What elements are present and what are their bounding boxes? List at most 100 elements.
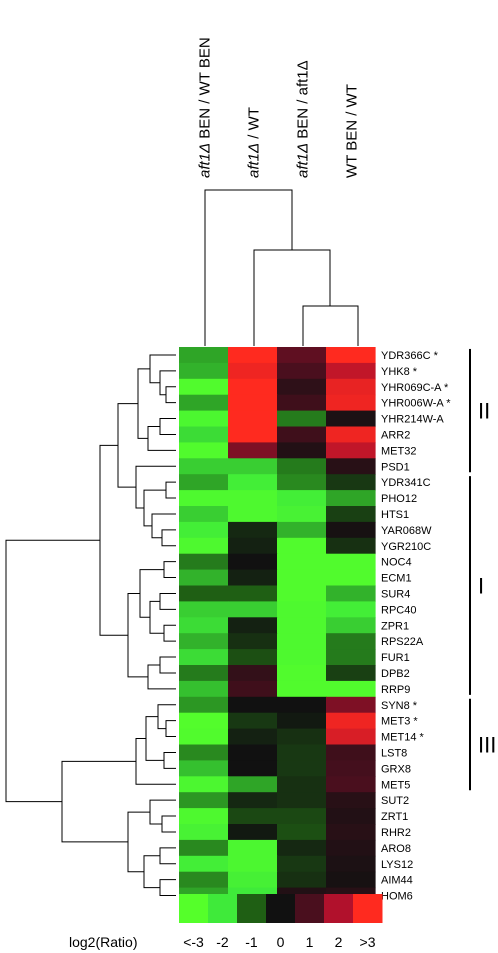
heatmap-cell: [228, 537, 278, 555]
heatmap-cell: [179, 649, 229, 666]
heatmap-cell: [228, 696, 278, 714]
column-label: aft1Δ BEN / WT BEN: [197, 37, 214, 178]
row-dendrogram-branch: [159, 656, 176, 674]
heatmap-cell: [277, 808, 327, 825]
heatmap-cell: [326, 410, 376, 428]
heatmap-cell: [277, 728, 327, 746]
heatmap-cell: [179, 410, 229, 428]
heatmap-cell: [179, 458, 229, 475]
row-label: FUR1: [381, 652, 410, 664]
row-label: GRX8: [381, 763, 411, 775]
row-label: YHR006W-A *: [381, 398, 451, 410]
row-dendrogram-branch: [159, 592, 176, 610]
heatmap-cell: [277, 601, 327, 618]
heatmap-cell: [326, 744, 376, 761]
legend-swatch: [237, 894, 267, 923]
row-label: DPB2: [381, 668, 410, 680]
row-dendrogram-branch: [149, 354, 176, 384]
heatmap-cell: [277, 744, 327, 761]
heatmap-cell: [277, 490, 327, 507]
row-dendrogram-branch: [151, 513, 176, 539]
heatmap-cell: [179, 855, 229, 873]
row-dendrogram-branch: [147, 426, 176, 451]
row-label: ZRT1: [381, 811, 408, 823]
heatmap-cell: [228, 569, 278, 587]
row-label: RPS22A: [381, 636, 424, 648]
color-scale-legend: log2(Ratio) <-3 -2 -1 0 1 2 >3: [69, 894, 383, 950]
heatmap-cell: [228, 378, 278, 396]
heatmap-cell: [228, 839, 278, 857]
heatmap-cell: [179, 378, 229, 396]
column-dendrogram-branch: [253, 249, 331, 346]
row-label: LYS12: [381, 859, 413, 871]
heatmap-cell: [228, 442, 278, 459]
cluster-label: II: [478, 399, 490, 424]
row-dendrogram-branch: [165, 386, 176, 404]
row-dendrogram-branch: [147, 664, 176, 690]
heatmap-cell: [228, 506, 278, 523]
row-label: LST8: [381, 747, 407, 759]
heatmap-cell: [277, 633, 327, 650]
row-dendrogram-branch: [149, 799, 176, 825]
row-label: YAR068W: [381, 525, 432, 537]
heatmap-cell: [228, 712, 278, 730]
heatmap-cell: [179, 474, 229, 491]
heatmap-cell: [326, 521, 376, 539]
heatmap-cell: [179, 728, 229, 746]
heatmap-cell: [179, 347, 229, 364]
row-label: RPC40: [381, 604, 416, 616]
row-dendrogram-branch: [5, 539, 100, 803]
column-label: aft1Δ / WT: [246, 107, 263, 178]
heatmap-cell: [326, 680, 376, 698]
legend-tick-label: 2: [335, 934, 343, 950]
heatmap-cell: [179, 776, 229, 793]
legend-swatch: [324, 894, 354, 923]
heatmap-cell: [228, 760, 278, 777]
heatmap-cell: [326, 585, 376, 602]
row-dendrogram-branch: [163, 751, 176, 769]
heatmap-cell: [228, 410, 278, 428]
row-label: SUR4: [381, 588, 410, 600]
row-label: YDR366C *: [381, 350, 439, 362]
row-label: ZPR1: [381, 620, 409, 632]
heatmap-cell: [179, 521, 229, 539]
column-labels: aft1Δ BEN / WT BEN aft1Δ / WT aft1Δ BEN / …: [197, 37, 361, 178]
heatmap-cell: [179, 585, 229, 602]
heatmap-cell: [228, 792, 278, 809]
row-label: SUT2: [381, 795, 409, 807]
row-label: NOC4: [381, 557, 412, 569]
legend-tick-label: <-3: [183, 934, 204, 950]
row-label: PHO12: [381, 493, 417, 505]
heatmap-cell: [326, 537, 376, 555]
heatmap-cell: [277, 426, 327, 443]
heatmap-cell: [228, 649, 278, 666]
row-label: RRP9: [381, 684, 410, 696]
heatmap-cell: [179, 712, 229, 730]
row-labels: YDR366C * YHK8 * YHR069C-A * YHR006W-A * YHR…: [381, 350, 451, 903]
heatmap-cell: [179, 696, 229, 714]
heatmap-cell: [326, 871, 376, 889]
row-dendrogram-branch: [159, 847, 176, 865]
heatmap-cell: [277, 442, 327, 459]
heatmap-cell: [326, 776, 376, 793]
row-label: RHR2: [381, 827, 411, 839]
heatmap-cell: [277, 792, 327, 809]
row-label: YHR069C-A *: [381, 382, 449, 394]
row-dendrogram-branch: [159, 418, 176, 435]
heatmap-cell: [179, 601, 229, 618]
heatmap-cell: [179, 792, 229, 809]
heatmap-cell: [228, 824, 278, 841]
heatmap-cell: [179, 537, 229, 555]
row-dendrogram-branch: [159, 370, 176, 396]
heatmap-cell: [179, 680, 229, 698]
heatmap-cell: [228, 394, 278, 412]
heatmap-cell: [326, 458, 376, 475]
heatmap-cell: [179, 553, 229, 571]
heatmap-cell: [228, 808, 278, 825]
heatmap-cell: [228, 871, 278, 889]
heatmap-cell: [228, 521, 278, 539]
heatmap-cell: [179, 633, 229, 650]
heatmap-cell: [326, 426, 376, 443]
heatmap-cell: [277, 537, 327, 555]
